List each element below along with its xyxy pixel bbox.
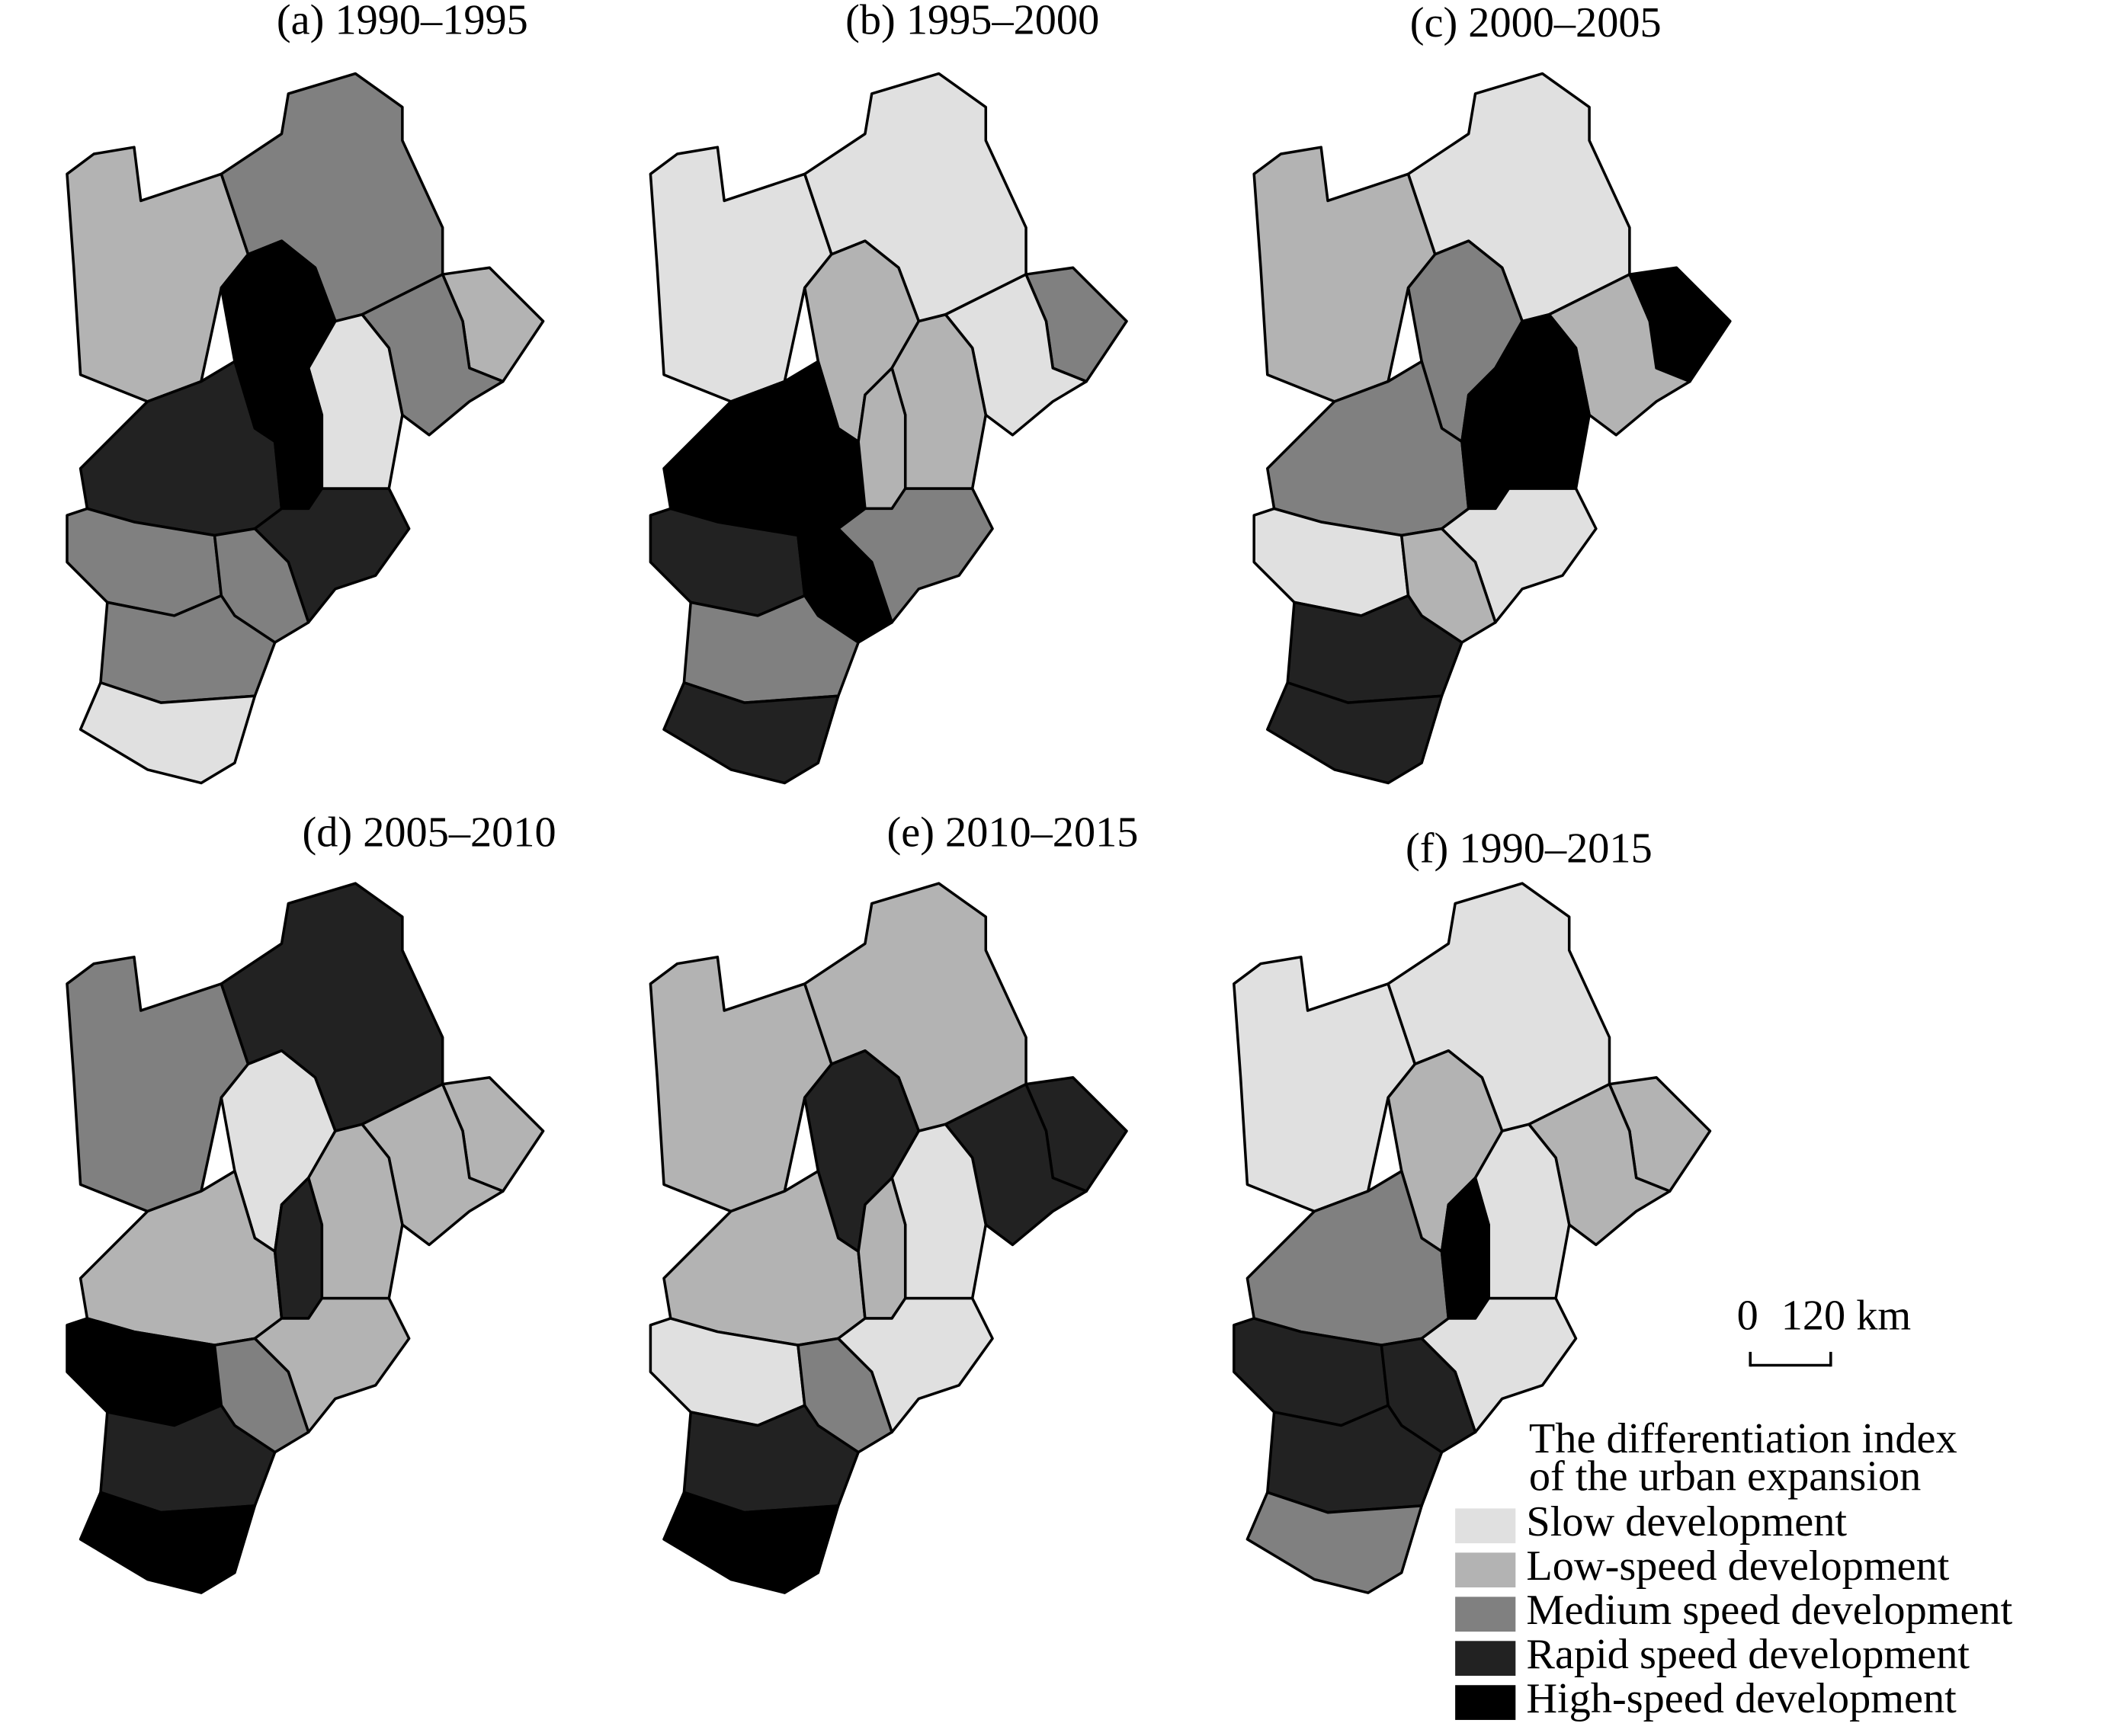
legend-label: Medium speed development [1526,1587,2012,1634]
region [662,1491,840,1594]
region [79,1491,257,1594]
legend-title: of the urban expansion [1529,1453,1921,1500]
map-panel [1252,72,1732,785]
map-panel [649,882,1128,1594]
legend-title: The differentiation index [1529,1415,1957,1462]
panel-title: (a) 1990–1995 [277,0,528,43]
panel-title: (c) 2000–2005 [1410,0,1662,46]
panel-title: (d) 2005–2010 [303,809,556,857]
legend-swatch [1455,1641,1516,1676]
scale-end: 120 km [1781,1292,1911,1340]
legend-swatch [1455,1508,1516,1544]
region [1266,681,1444,785]
map-panel [66,72,545,785]
region [662,681,840,785]
legend-swatch [1455,1552,1516,1588]
legend-label: Slow development [1526,1498,1847,1545]
legend-label: Rapid speed development [1526,1631,1970,1678]
region [79,681,257,785]
legend-label: Low-speed development [1526,1542,1949,1590]
legend-swatch [1455,1597,1516,1632]
panel-title: (f) 1990–2015 [1406,825,1653,873]
legend-label: High-speed development [1526,1675,1957,1722]
region [1245,1491,1423,1594]
map-panel [1233,882,1712,1594]
map-panel [649,72,1128,785]
legend-swatch [1455,1685,1516,1720]
panel-title: (e) 2010–2015 [887,809,1139,857]
panel-title: (b) 1995–2000 [845,0,1099,43]
scale-start: 0 [1737,1292,1758,1340]
map-panel [66,882,545,1594]
